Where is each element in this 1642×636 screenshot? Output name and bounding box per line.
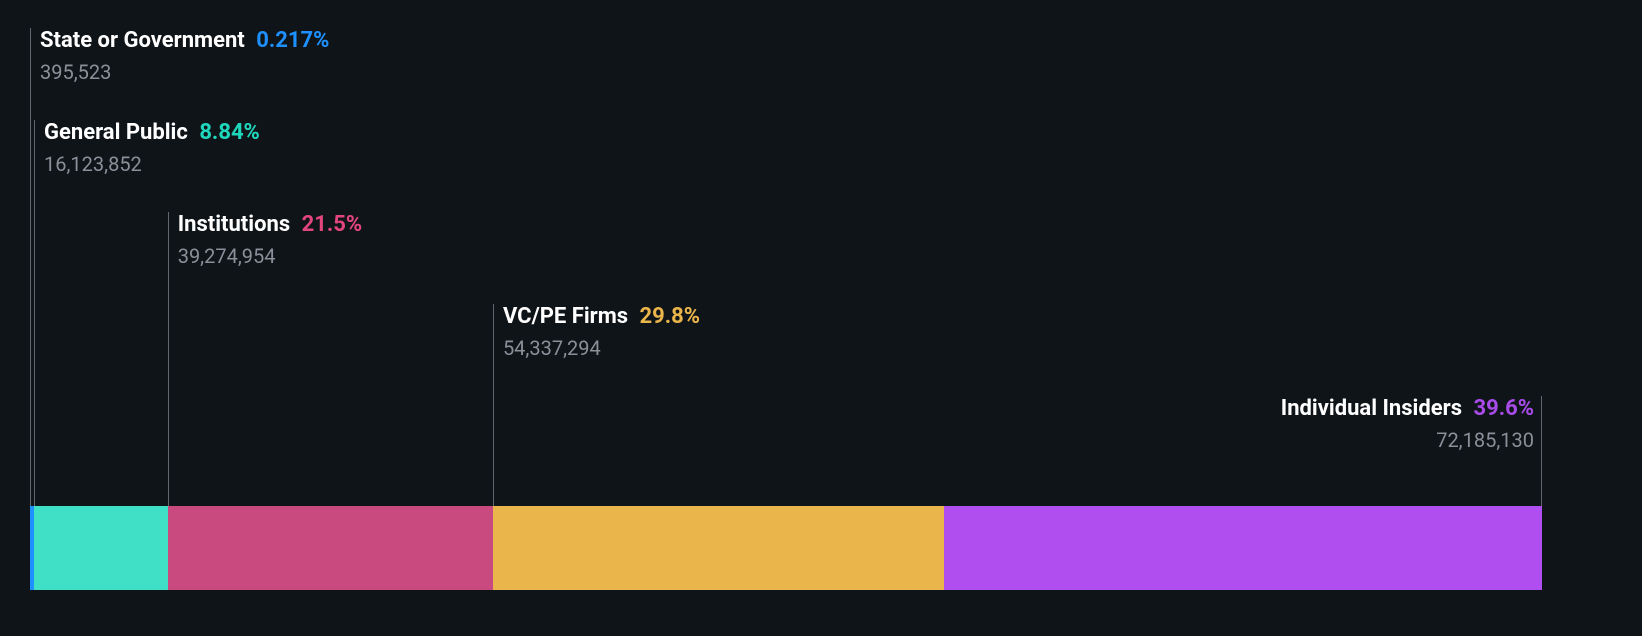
connector-state [30, 28, 31, 506]
label-percent: 8.84% [199, 120, 260, 145]
bar-seg-vcpe[interactable] [493, 506, 944, 590]
bar-seg-insiders[interactable] [944, 506, 1542, 590]
label-insiders: Individual Insiders 39.6% 72,185,130 [1281, 396, 1534, 452]
label-state: State or Government 0.217% 395,523 [40, 28, 329, 84]
bar-seg-public[interactable] [34, 506, 168, 590]
ownership-chart: State or Government 0.217% 395,523 Gener… [30, 0, 1542, 636]
label-count: 54,337,294 [503, 336, 700, 360]
connector-institutions [168, 212, 169, 506]
bar-seg-institutions[interactable] [168, 506, 493, 590]
label-count: 395,523 [40, 60, 329, 84]
label-percent: 39.6% [1473, 396, 1534, 421]
connector-insiders [1541, 396, 1542, 506]
label-percent: 0.217% [256, 28, 329, 53]
label-percent: 21.5% [302, 212, 363, 237]
label-institutions: Institutions 21.5% 39,274,954 [178, 212, 362, 268]
label-vcpe: VC/PE Firms 29.8% 54,337,294 [503, 304, 700, 360]
label-name: State or Government [40, 28, 245, 53]
label-count: 72,185,130 [1281, 428, 1534, 452]
label-name: Institutions [178, 212, 290, 237]
label-count: 39,274,954 [178, 244, 362, 268]
label-name: General Public [44, 120, 188, 145]
label-count: 16,123,852 [44, 152, 260, 176]
connector-vcpe [493, 304, 494, 506]
bar-track [30, 506, 1542, 590]
label-percent: 29.8% [640, 304, 701, 329]
label-public: General Public 8.84% 16,123,852 [44, 120, 260, 176]
label-name: VC/PE Firms [503, 304, 628, 329]
connector-public [34, 120, 35, 506]
label-name: Individual Insiders [1281, 396, 1462, 421]
